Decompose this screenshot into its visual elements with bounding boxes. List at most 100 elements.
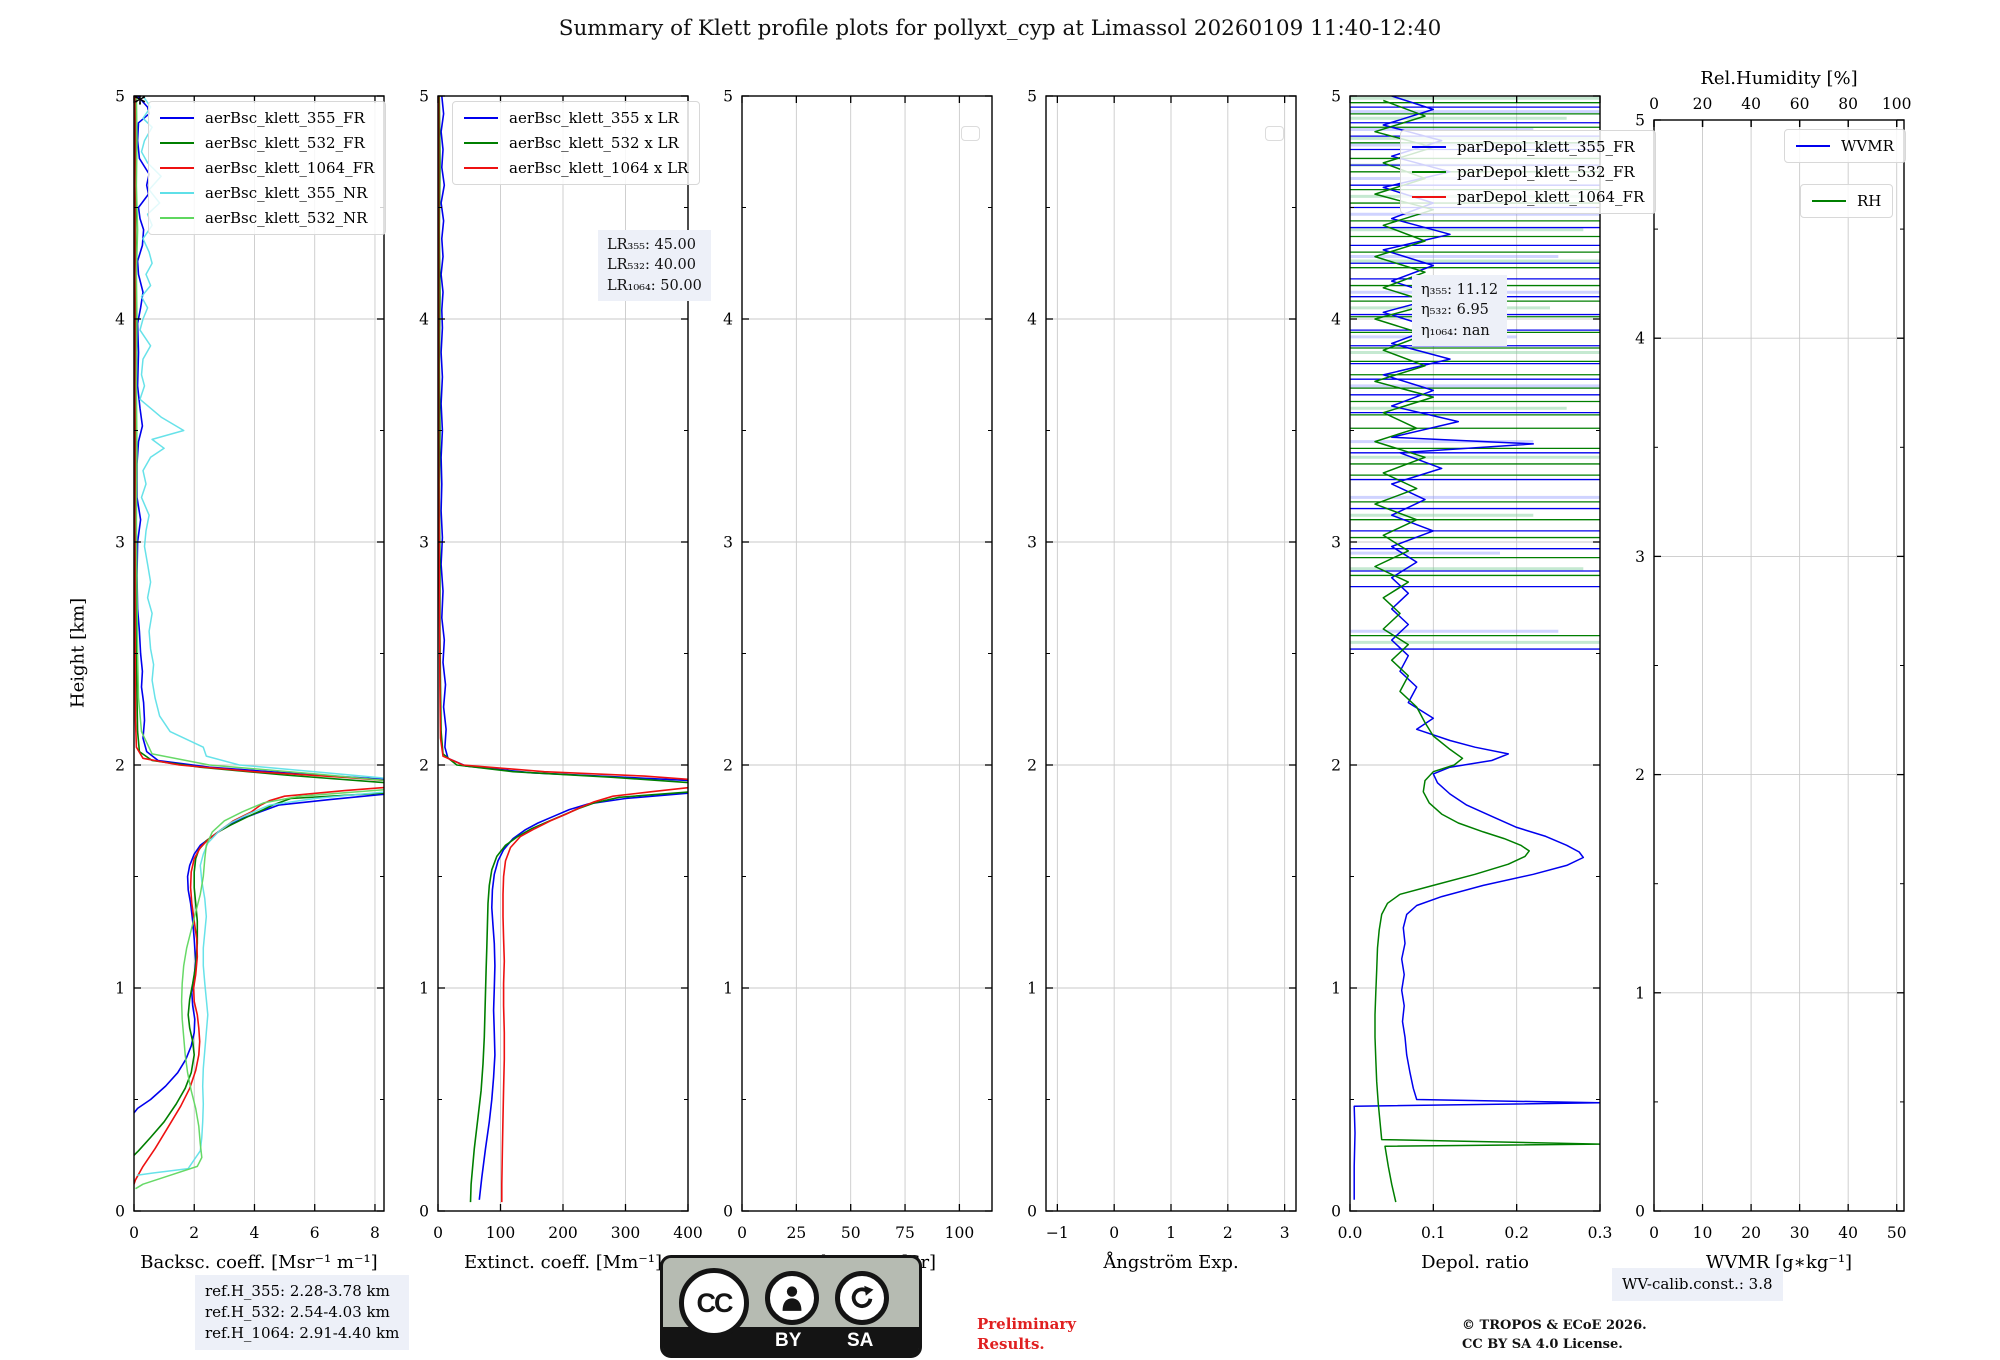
svg-text:−1: −1: [1046, 1224, 1069, 1242]
svg-text:0: 0: [1649, 1224, 1659, 1242]
svg-text:100: 100: [1882, 95, 1912, 113]
svg-text:0.1: 0.1: [1421, 1224, 1446, 1242]
legend-label: aerBsc_klett_1064 x LR: [509, 159, 689, 177]
svg-text:400: 400: [673, 1224, 703, 1242]
svg-text:3: 3: [1635, 548, 1645, 566]
svg-text:2: 2: [1027, 757, 1037, 775]
svg-text:Extinct. coeff. [Mm⁻¹]: Extinct. coeff. [Mm⁻¹]: [464, 1252, 662, 1273]
svg-text:4: 4: [1027, 311, 1037, 329]
legend-item: parDepol_klett_355_FR: [1412, 138, 1644, 156]
svg-text:25: 25: [786, 1224, 806, 1242]
legend-item: parDepol_klett_532_FR: [1412, 163, 1644, 181]
svg-text:3: 3: [1331, 534, 1341, 552]
svg-text:4: 4: [115, 311, 125, 329]
legend-item: aerBsc_klett_1064 x LR: [464, 159, 688, 177]
svg-text:5: 5: [1635, 112, 1645, 130]
legend-label: WVMR: [1841, 137, 1894, 155]
svg-text:5: 5: [1331, 88, 1341, 106]
svg-text:1: 1: [1331, 980, 1341, 998]
annotation-line: ref.H_355: 2.28-3.78 km: [205, 1282, 390, 1300]
svg-text:40: 40: [1741, 95, 1761, 113]
svg-text:2: 2: [1635, 766, 1645, 784]
svg-text:2: 2: [1331, 757, 1341, 775]
svg-text:Backsc. coeff. [Msr⁻¹ m⁻¹]: Backsc. coeff. [Msr⁻¹ m⁻¹]: [140, 1252, 377, 1273]
svg-text:3: 3: [419, 534, 429, 552]
legend-empty-angstrom: [1265, 126, 1284, 141]
legend-item: aerBsc_klett_1064_FR: [160, 159, 374, 177]
svg-text:0: 0: [1649, 95, 1659, 113]
legend-empty-lidar-ratio: [961, 126, 980, 141]
annotation-line: η₁₀₆₄: nan: [1421, 322, 1490, 339]
svg-text:300: 300: [611, 1224, 641, 1242]
svg-text:0: 0: [723, 1203, 733, 1221]
svg-text:1: 1: [1166, 1224, 1176, 1242]
legend-label: aerBsc_klett_532_NR: [205, 209, 368, 227]
cc-icon: CC: [679, 1268, 749, 1338]
svg-text:0: 0: [129, 1224, 139, 1242]
svg-text:50: 50: [1887, 1224, 1907, 1242]
legend-label: parDepol_klett_532_FR: [1457, 163, 1635, 181]
svg-text:0: 0: [115, 1203, 125, 1221]
svg-text:50: 50: [841, 1224, 861, 1242]
copyright-line: © TROPOS & ECoE 2026.: [1462, 1318, 1647, 1333]
annotation-line: ref.H_1064: 2.91-4.40 km: [205, 1324, 400, 1342]
panel-extinction-plot: 0 100 200 300 400 0 1 2 3 4 5 Extinct. coeff. [Mm⁻¹…: [419, 88, 703, 1274]
y-axis-label: Height [km]: [67, 597, 89, 709]
svg-text:1: 1: [1635, 984, 1645, 1002]
legend-item: aerBsc_klett_355_NR: [160, 184, 374, 202]
legend-backscatter: aerBsc_klett_355_FR aerBsc_klett_532_FR …: [148, 101, 387, 235]
reference-height-annotation: ref.H_355: 2.28-3.78 km ref.H_532: 2.54-…: [195, 1275, 410, 1350]
legend-label: parDepol_klett_355_FR: [1457, 138, 1635, 156]
svg-text:3: 3: [1280, 1224, 1290, 1242]
svg-text:0: 0: [1027, 1203, 1037, 1221]
annotation-line: LR₁₀₆₄: 50.00: [607, 277, 702, 294]
svg-text:200: 200: [548, 1224, 578, 1242]
legend-line-sample: [464, 141, 498, 145]
figure-title: Summary of Klett profile plots for polly…: [558, 16, 1442, 41]
svg-text:40: 40: [1838, 1224, 1858, 1242]
svg-text:0.0: 0.0: [1338, 1224, 1363, 1242]
legend-line-sample: [160, 216, 194, 220]
legend-wvmr: WVMR: [1784, 129, 1906, 163]
copyright-line: CC BY SA 4.0 License.: [1462, 1336, 1623, 1352]
cc-sa-sharealike-icon: [835, 1271, 889, 1325]
legend-item: WVMR: [1796, 137, 1894, 155]
annotation-line: LR₅₃₂: 40.00: [607, 257, 696, 274]
annotation-line: ref.H_532: 2.54-4.03 km: [205, 1303, 390, 1321]
legend-line-sample: [1796, 144, 1830, 148]
eta-annotation: η₃₅₅: 11.12 η₅₃₂: 6.95 η₁₀₆₄: nan: [1412, 275, 1508, 346]
svg-text:3: 3: [1027, 534, 1037, 552]
panel-depol-plot: 0.0 0.1 0.2 0.3 0 1 2 3 4 5 Depol. ratio: [1331, 88, 1613, 1274]
legend-depol: parDepol_klett_355_FR parDepol_klett_532…: [1400, 130, 1657, 214]
annotation-line: η₃₅₅: 11.12: [1421, 282, 1499, 298]
svg-text:20: 20: [1693, 95, 1713, 113]
panel-lidar-ratio-plot: 0255075100012345Lidar ratio [Sr]: [723, 88, 993, 1273]
annotation-line: LR₃₅₅: 45.00: [607, 237, 696, 253]
svg-text:5: 5: [419, 88, 429, 106]
svg-text:1: 1: [419, 980, 429, 998]
legend-item: RH: [1812, 192, 1881, 210]
svg-text:30: 30: [1790, 1224, 1810, 1242]
legend-item: aerBsc_klett_355_FR: [160, 109, 374, 127]
legend-item: aerBsc_klett_532_FR: [160, 134, 374, 152]
svg-text:0.3: 0.3: [1588, 1224, 1613, 1242]
svg-text:4: 4: [250, 1224, 260, 1242]
svg-text:0: 0: [433, 1224, 443, 1242]
svg-text:75: 75: [895, 1224, 915, 1242]
panel-backscatter-plot: * 0 2 4 6 8 0 1 2 3 4 5 Backsc. coeff. [Msr⁻¹ m⁻¹]: [115, 88, 385, 1273]
legend-line-sample: [1412, 195, 1446, 199]
legend-item: aerBsc_klett_532 x LR: [464, 134, 688, 152]
panel-wvmr-plot: 0 10 20 30 40 50 0 1 2 3 4 5 WVMR [g∗kg⁻¹] 0 20 40 60 80 1…: [1635, 68, 1912, 1273]
annotation-line: WV-calib.const.: 3.8: [1622, 1275, 1773, 1293]
legend-item: parDepol_klett_1064_FR: [1412, 188, 1644, 206]
cc-by-person-icon: [765, 1271, 819, 1325]
legend-label: aerBsc_klett_532 x LR: [509, 134, 679, 152]
legend-line-sample: [160, 141, 194, 145]
legend-label: parDepol_klett_1064_FR: [1457, 188, 1645, 206]
preliminary-line: Results.: [977, 1334, 1045, 1353]
legend-line-sample: [1812, 199, 1846, 203]
svg-text:2: 2: [189, 1224, 199, 1242]
svg-text:0: 0: [1109, 1224, 1119, 1242]
svg-text:5: 5: [723, 88, 733, 106]
